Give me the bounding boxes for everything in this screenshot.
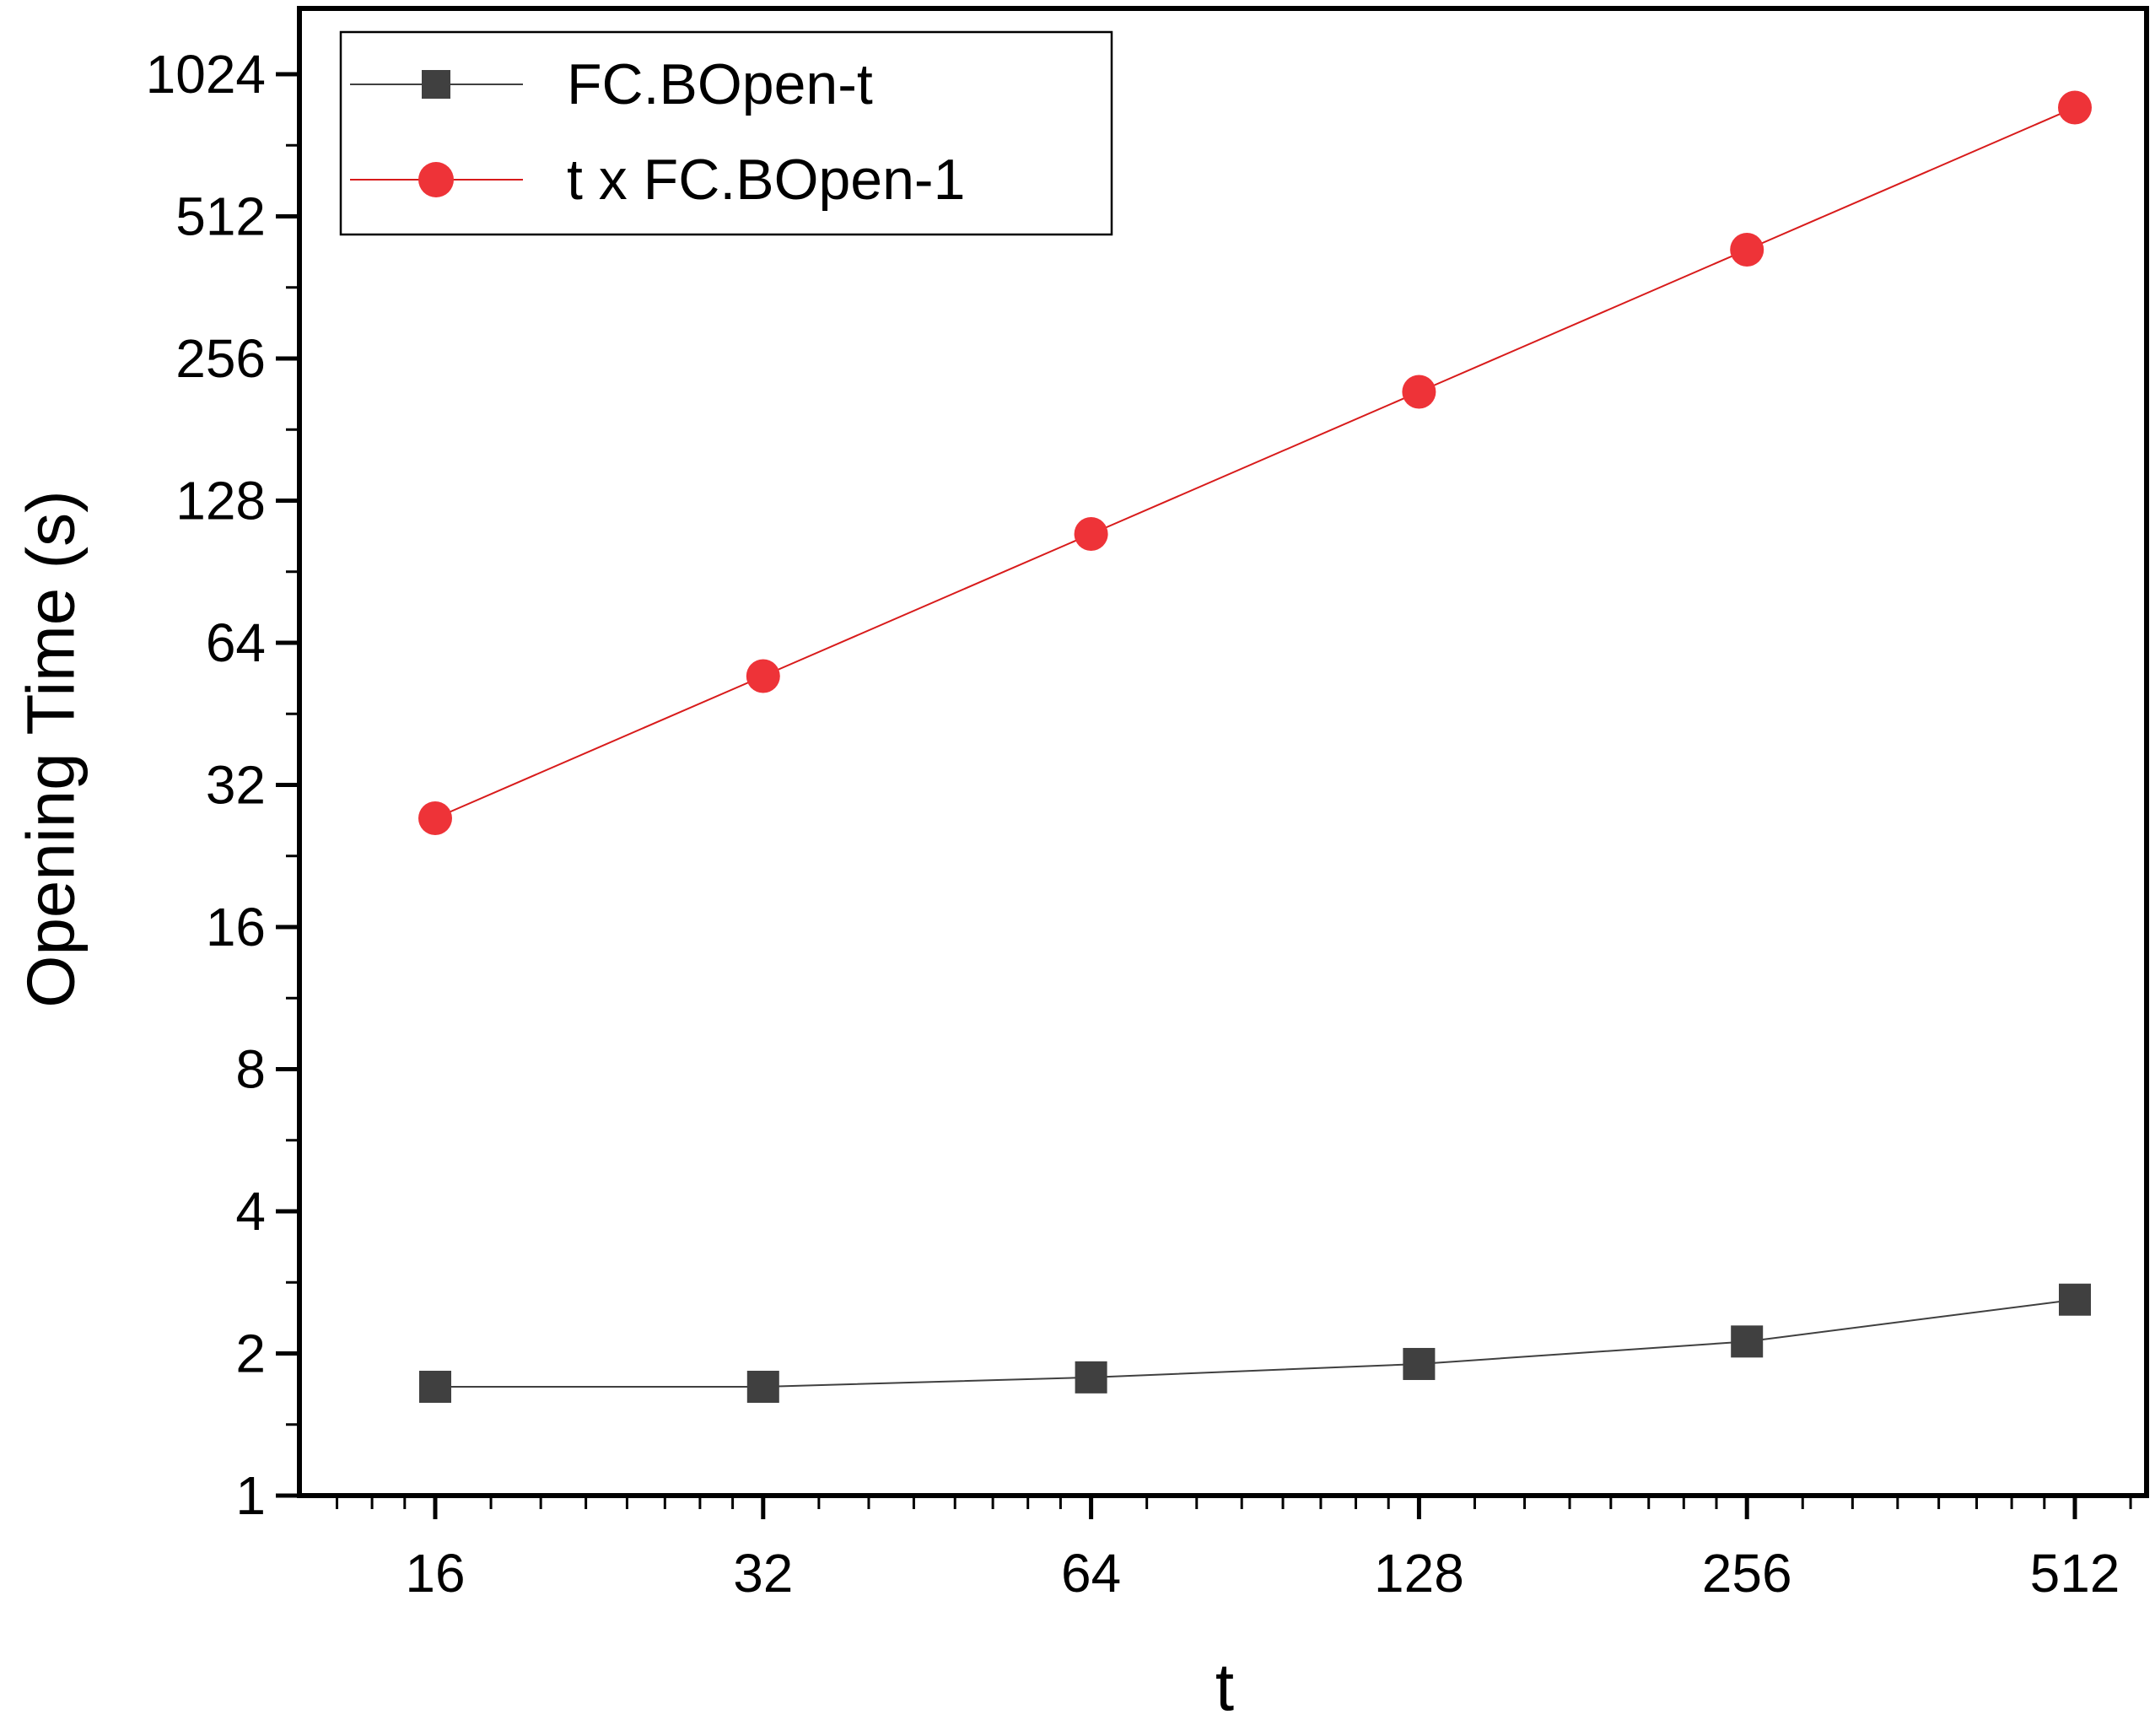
data-point-circle	[2058, 90, 2092, 125]
data-point-square	[746, 1371, 779, 1404]
y-tick-label: 32	[206, 755, 266, 816]
legend-label: FC.BOpen-t	[567, 52, 873, 116]
data-point-square	[1731, 1325, 1764, 1358]
legend-label: t x FC.BOpen-1	[567, 148, 965, 212]
y-tick-label: 2	[235, 1324, 266, 1384]
legend-box	[339, 30, 1113, 236]
data-point-circle	[418, 801, 452, 836]
x-tick-label: 128	[1374, 1543, 1464, 1604]
legend: FC.BOpen-t t x FC.BOpen-1	[339, 30, 1113, 236]
legend-entry-1: FC.BOpen-t	[350, 52, 873, 116]
y-tick-label: 16	[206, 897, 266, 957]
data-point-circle	[746, 659, 780, 693]
data-point-circle	[1074, 517, 1108, 552]
y-tick-label: 512	[175, 186, 266, 247]
plot-area-frame	[297, 6, 2149, 1498]
x-tick-label: 256	[1702, 1543, 1792, 1604]
axis-ticks: 16 32 64 128 256 512 1 2 4 8 16 32 64 128 256 512 1024	[146, 44, 2132, 1604]
legend-entry-2: t x FC.BOpen-1	[350, 148, 965, 212]
data-point-circle	[1730, 233, 1764, 267]
series-layer	[418, 90, 2092, 1404]
y-tick-label: 1	[235, 1465, 266, 1526]
y-tick-label: 128	[175, 471, 266, 531]
legend-swatch-square-marker	[422, 70, 450, 99]
data-point-square	[2059, 1283, 2091, 1316]
data-point-square	[1075, 1361, 1107, 1394]
y-tick-label: 4	[235, 1181, 266, 1242]
series-line	[435, 1298, 2076, 1388]
x-axis-title: t	[1215, 1650, 1234, 1725]
y-tick-label: 64	[206, 612, 266, 673]
y-tick-label: 8	[235, 1039, 266, 1100]
y-axis-title: Opening Time (s)	[13, 490, 89, 1008]
data-point-circle	[1402, 375, 1436, 409]
x-tick-label: 64	[1061, 1543, 1121, 1604]
y-tick-label: 256	[175, 328, 266, 389]
x-tick-label: 512	[2030, 1543, 2120, 1604]
x-tick-label: 16	[405, 1543, 465, 1604]
data-point-square	[419, 1371, 451, 1404]
x-tick-label: 32	[733, 1543, 793, 1604]
data-point-square	[1403, 1347, 1436, 1380]
legend-swatch-circle-marker	[418, 162, 454, 197]
y-tick-label: 1024	[146, 44, 266, 105]
series-line	[434, 106, 2076, 819]
